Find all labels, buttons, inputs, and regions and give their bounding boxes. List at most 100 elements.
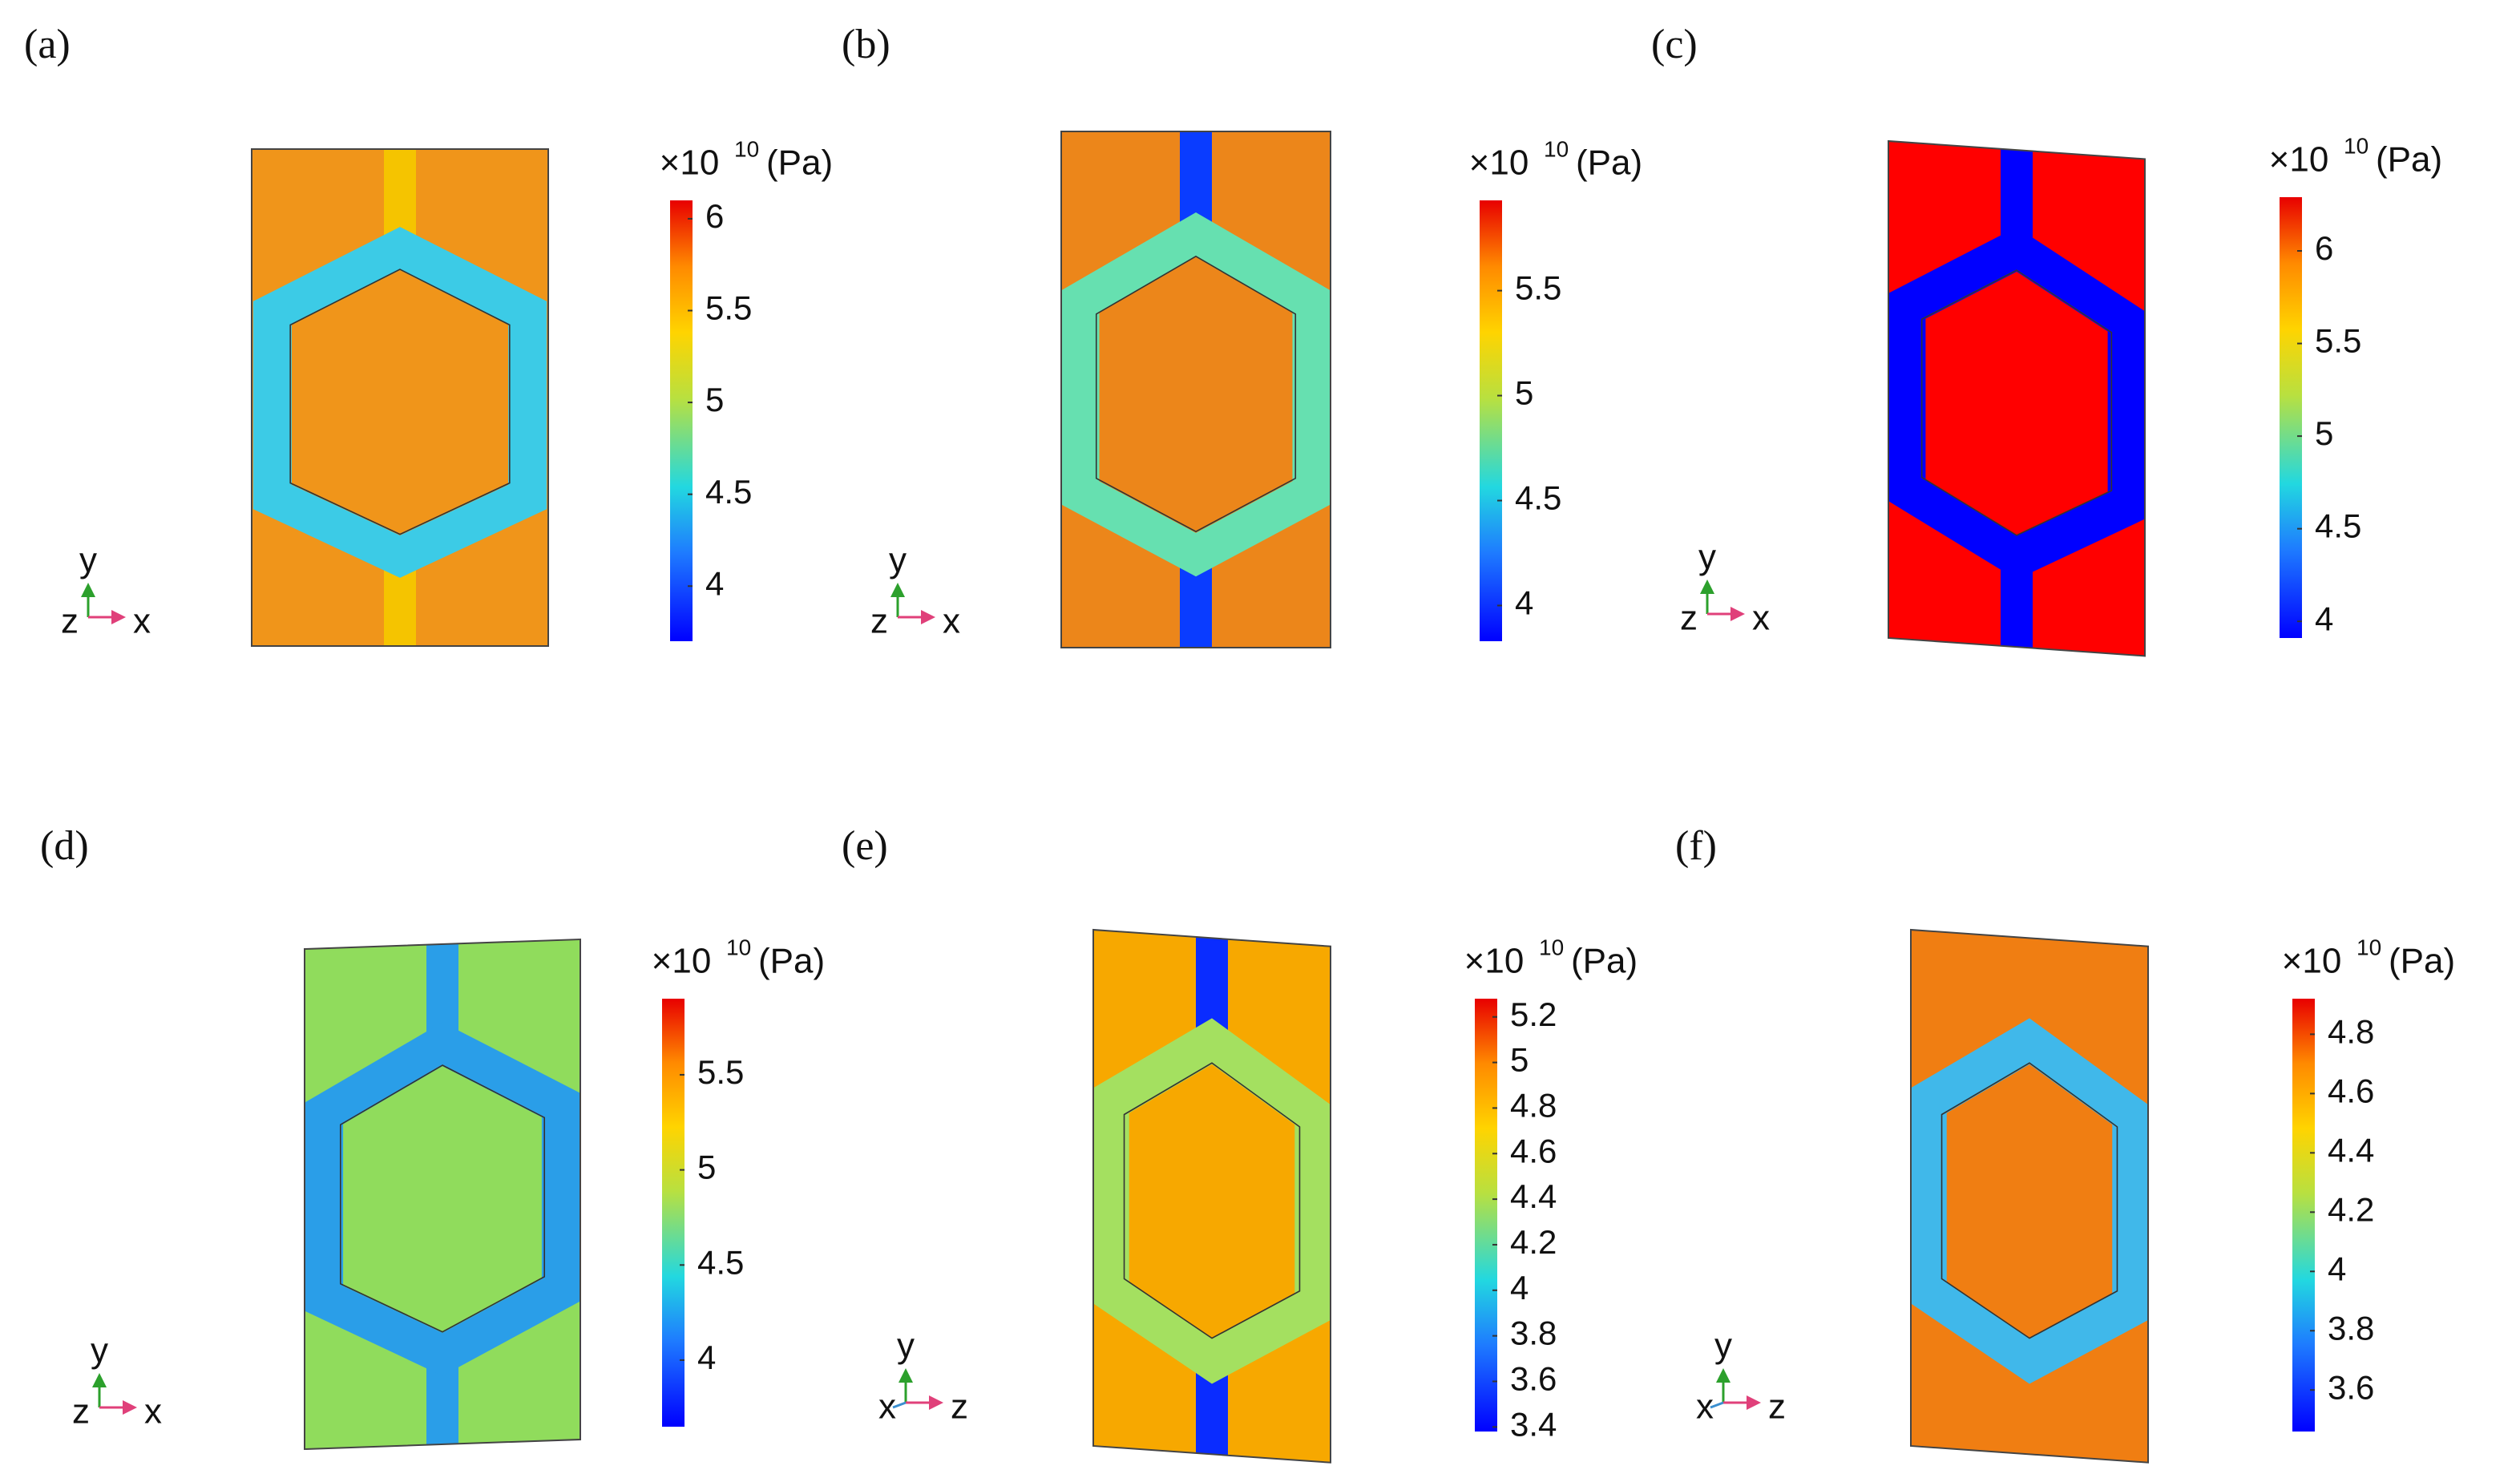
triad-label: z [72, 1392, 90, 1432]
hex-edge [1095, 255, 1297, 533]
colorbar-tick-label: 4.4 [1510, 1177, 1557, 1215]
colorbar-unit: (Pa) [1576, 143, 1642, 183]
colorbar-tick-label: 4 [1515, 584, 1533, 622]
triad-label: y [889, 541, 907, 580]
hex-edge [339, 1064, 546, 1333]
colorbar-tick-label: 5 [2315, 414, 2333, 452]
triad-label: x [878, 1387, 896, 1427]
field-plot [1092, 928, 1331, 1464]
colorbar-tick-label: 5 [1515, 374, 1533, 412]
panel-label: (d) [40, 823, 89, 869]
colorbar-tick-label: 5 [705, 381, 724, 418]
panel: (c) 4 4.5 5 5.5 6 ×10 10 (Pa) yz x [1651, 22, 2442, 657]
panel-label: (f) [1675, 823, 1717, 869]
triad-label: x [943, 602, 960, 641]
colorbar-tick-label: 3.4 [1510, 1405, 1557, 1443]
colorbar-title: ×10 [1464, 942, 1525, 981]
panel: (a) 4 4.5 5 5.5 6 ×10 10 (Pa) yz x [24, 22, 833, 647]
colorbar-tick-label: 4 [1510, 1269, 1529, 1306]
colorbar-tick-label: 4 [705, 564, 724, 602]
triad-label: y [79, 541, 97, 580]
field [1061, 131, 1331, 648]
field [1093, 930, 1331, 1463]
colorbar-exponent: 10 [1539, 935, 1564, 959]
hex-edge [1123, 1062, 1301, 1339]
colorbar-title: ×10 [652, 942, 712, 981]
colorbar-tick-label: 5.5 [1515, 269, 1561, 307]
field [1911, 930, 2148, 1463]
field-plot [1910, 928, 2149, 1464]
colorbar-title: ×10 [2269, 140, 2329, 180]
field-frame [304, 938, 581, 1451]
axis-triad: yx z [1696, 1327, 1786, 1427]
hex-edge [289, 269, 511, 535]
hex-edge [1940, 1062, 2118, 1339]
triad-label: y [91, 1331, 108, 1371]
colorbar-tick-label: 5.2 [1510, 995, 1557, 1033]
axis-triad: yz x [72, 1331, 162, 1432]
colorbar-tick-label: 5.5 [697, 1053, 744, 1091]
hex-band [1061, 212, 1331, 577]
triad-left [892, 1401, 907, 1409]
panel: (d) 4 4.5 5 5.5 ×10 10 (Pa) yz x [40, 823, 825, 1451]
colorbar-exponent: 10 [734, 136, 759, 161]
panel-label: (e) [842, 823, 888, 869]
field-frame [251, 148, 549, 647]
colorbar-exponent: 10 [2344, 133, 2369, 158]
triad-label: y [1698, 538, 1716, 577]
colorbar-tick-label: 4.2 [1510, 1223, 1557, 1261]
panel-label: (c) [1651, 22, 1698, 67]
colorbar-tick-label: 4 [2328, 1250, 2346, 1287]
colorbar-tick-label: 4.2 [2328, 1190, 2374, 1228]
colorbar [662, 999, 685, 1427]
panel-label: (b) [842, 22, 890, 67]
colorbar-tick-label: 4.8 [2328, 1012, 2374, 1050]
colorbar-tick-label: 3.6 [2328, 1368, 2374, 1406]
panel: (b) 4 4.5 5 5.5 ×10 10 (Pa) yz x [842, 22, 1642, 648]
colorbar-unit: (Pa) [2376, 140, 2442, 180]
colorbar-tick-label: 5 [1510, 1041, 1529, 1079]
field-frame [1092, 928, 1331, 1464]
colorbar-tick-label: 4.5 [697, 1243, 744, 1281]
axis-triad: yx z [878, 1327, 968, 1427]
hex-band [1911, 1018, 2148, 1384]
colorbar-tick-label: 5.5 [705, 289, 752, 327]
colorbar-title: ×10 [660, 143, 720, 183]
hex-band [305, 1022, 580, 1376]
triad-label: z [951, 1387, 968, 1427]
colorbar [1475, 999, 1497, 1432]
triad-label: y [1714, 1327, 1732, 1366]
colorbar-tick-label: 4.5 [705, 473, 752, 511]
triad-label: x [1752, 599, 1770, 638]
colorbar-tick-label: 4 [2315, 600, 2333, 637]
field [305, 939, 580, 1449]
panel-label: (a) [24, 22, 71, 67]
field-plot [251, 148, 549, 647]
colorbar-tick-label: 4.8 [1510, 1087, 1557, 1125]
colorbar-tick-label: 4.6 [2328, 1072, 2374, 1109]
field [252, 149, 548, 646]
colorbar-unit: (Pa) [766, 143, 833, 183]
hex-band [252, 227, 547, 578]
colorbar-tick-label: 4 [697, 1339, 716, 1376]
colorbar-tick-label: 6 [705, 197, 724, 235]
colorbar-tick-label: 3.8 [1510, 1314, 1557, 1352]
triad-label: z [1768, 1387, 1786, 1427]
triad-label: z [61, 602, 79, 641]
colorbar-unit: (Pa) [758, 942, 825, 981]
colorbar-tick-label: 4.6 [1510, 1132, 1557, 1169]
field-frame [1060, 131, 1331, 648]
colorbar-tick-label: 3.6 [1510, 1360, 1557, 1398]
colorbar-exponent: 10 [726, 935, 751, 959]
hex-band [1093, 1018, 1331, 1384]
axis-triad: yz x [61, 541, 151, 641]
triad-label: y [897, 1327, 915, 1366]
panel: (e) 3.4 3.6 3.8 4 4.2 4.4 4.6 4.8 5 5.2 ×10 10 (Pa) yx… [842, 823, 1638, 1464]
field-frame [1910, 928, 2149, 1464]
hex-edge [1920, 269, 2113, 536]
colorbar [670, 200, 693, 641]
field-frame [1888, 139, 2146, 657]
field [1888, 141, 2145, 656]
